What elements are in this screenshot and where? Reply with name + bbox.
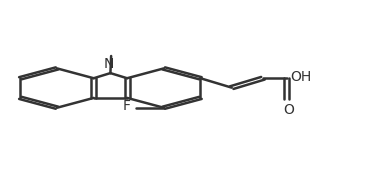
Text: O: O: [283, 103, 294, 117]
Text: N: N: [103, 57, 114, 71]
Text: OH: OH: [291, 70, 312, 83]
Text: F: F: [123, 99, 131, 113]
